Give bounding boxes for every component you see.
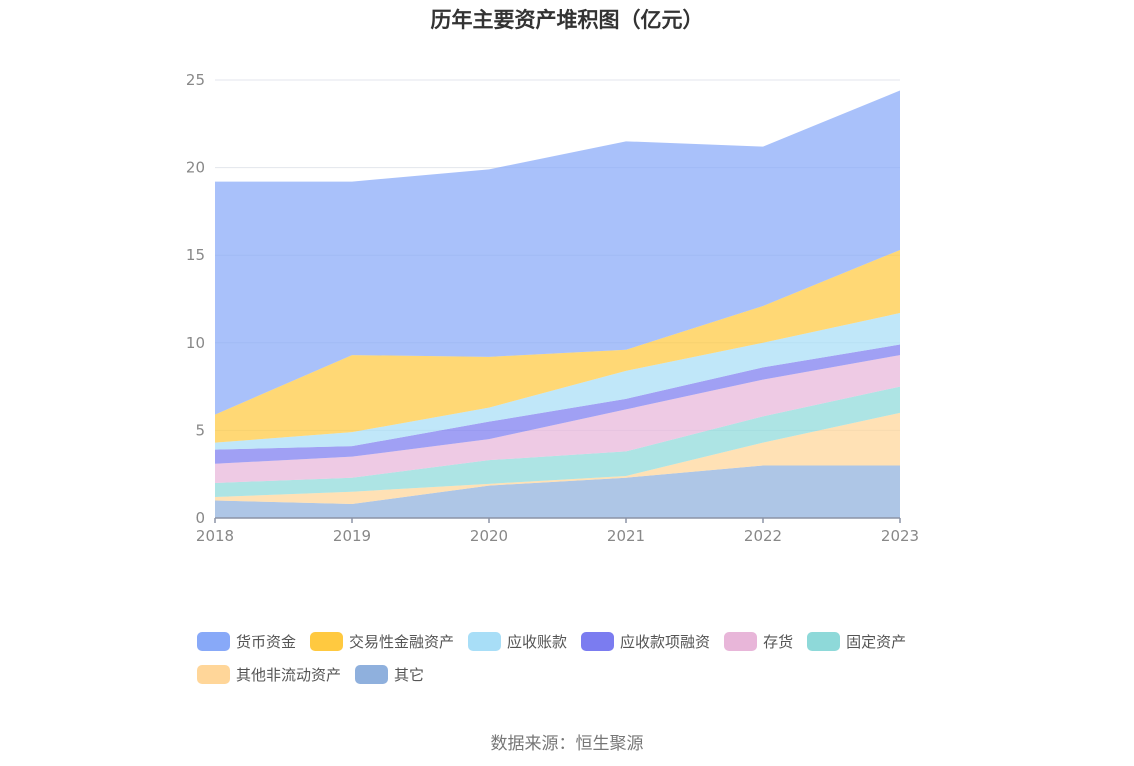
axes: 0 5 10 15 20 25 2018 2019 2020 2021 2022 2023 xyxy=(186,71,919,545)
legend-label: 交易性金融资产 xyxy=(349,633,455,651)
legend-label: 货币资金 xyxy=(236,633,297,651)
x-tick-label: 2022 xyxy=(744,527,782,545)
legend-item[interactable]: 固定资产 xyxy=(807,630,906,653)
y-tick-label: 10 xyxy=(186,334,205,352)
legend-swatch xyxy=(197,665,230,684)
legend-swatch xyxy=(468,632,502,651)
legend-label: 应收账款 xyxy=(507,633,568,651)
legend-item[interactable]: 交易性金融资产 xyxy=(310,630,454,653)
legend-swatch xyxy=(355,665,389,684)
y-tick-label: 15 xyxy=(186,246,205,264)
legend-swatch xyxy=(197,632,230,651)
area-series-7 xyxy=(215,90,900,415)
chart-area: 0 5 10 15 20 25 2018 2019 2020 2021 2022 2023 xyxy=(186,71,919,545)
area-series-2 xyxy=(215,386,900,497)
y-tick-label: 25 xyxy=(186,71,205,89)
legend-item[interactable]: 存货 xyxy=(724,630,793,653)
legend-item[interactable]: 货币资金 xyxy=(197,630,296,653)
legend-item[interactable]: 应收账款 xyxy=(468,630,567,653)
chart-title: 历年主要资产堆积图（亿元） xyxy=(430,8,704,32)
legend-swatch xyxy=(807,632,841,651)
area-series-6 xyxy=(215,249,900,443)
legend-swatch xyxy=(581,632,615,651)
area-series-1 xyxy=(215,412,900,504)
x-tick-label: 2019 xyxy=(333,527,371,545)
legend-label: 存货 xyxy=(763,633,794,651)
x-tick-label: 2018 xyxy=(196,527,234,545)
area-series-0 xyxy=(215,465,900,518)
legend-item[interactable]: 应收款项融资 xyxy=(581,630,710,653)
legend-label: 其它 xyxy=(394,666,425,684)
y-tick-label: 0 xyxy=(195,509,205,527)
area-series-3 xyxy=(215,355,900,483)
legend-swatch xyxy=(310,632,344,651)
legend: 货币资金 交易性金融资产 应收账款 应收款项融资 存货 固定资产其他非流动资产 其它 xyxy=(197,630,957,686)
x-tick-label: 2020 xyxy=(470,527,508,545)
legend-item[interactable]: 其他非流动资产 xyxy=(197,663,341,686)
area-series-4 xyxy=(215,344,900,464)
legend-label: 固定资产 xyxy=(846,633,907,651)
y-tick-label: 20 xyxy=(186,159,205,177)
legend-label: 其他非流动资产 xyxy=(236,666,342,684)
data-source-note: 数据来源：恒生聚源 xyxy=(490,734,644,754)
legend-label: 应收款项融资 xyxy=(620,633,711,651)
x-tick-label: 2021 xyxy=(607,527,645,545)
legend-item[interactable]: 其它 xyxy=(355,663,424,686)
x-tick-label: 2023 xyxy=(881,527,919,545)
area-series xyxy=(215,90,900,518)
legend-swatch xyxy=(724,632,758,651)
y-tick-label: 5 xyxy=(195,421,205,439)
